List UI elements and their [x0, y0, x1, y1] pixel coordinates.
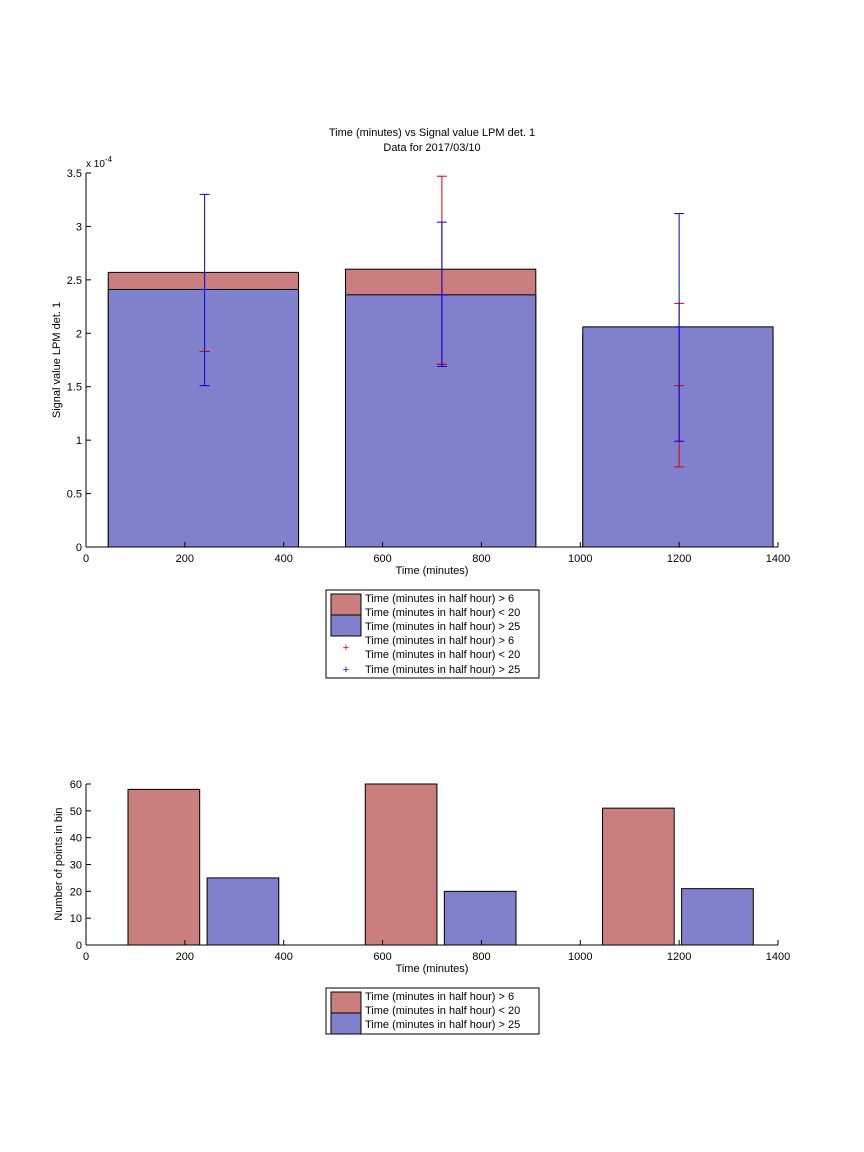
x-ticks: 0 200 400 600 800 1000 1200 1400: [83, 940, 790, 963]
x-tick-label: 600: [373, 553, 391, 565]
y-tick-label: 3.5: [67, 168, 82, 180]
legend-label: Time (minutes in half hour) > 25: [365, 621, 520, 633]
y-tick-label: 0: [76, 940, 82, 952]
y-multiplier: x 10-4: [86, 155, 113, 170]
legend-marker-blue: +: [343, 664, 349, 676]
bar-red: [364, 783, 438, 946]
x-axis-label: Time (minutes): [396, 565, 469, 577]
legend-label: Time (minutes in half hour) < 20: [365, 607, 520, 619]
bar-blue: [443, 890, 517, 946]
y-tick-label: 20: [70, 886, 82, 898]
signal-legend: Time (minutes in half hour) > 6 Time (mi…: [325, 589, 540, 679]
errorbar-blue: [436, 221, 447, 367]
legend-label: Time (minutes in half hour) < 20: [365, 649, 520, 661]
x-tick-label: 1400: [766, 553, 790, 565]
y-tick-label: 50: [70, 806, 82, 818]
x-ticks: 0 200 400 600 800 1000 1200 1400: [83, 542, 790, 565]
legend-marker-red: +: [343, 642, 349, 654]
y-tick-label: 3: [76, 221, 82, 233]
y-axis-label: Signal value LPM det. 1: [51, 302, 63, 418]
y-tick-label: 0: [76, 542, 82, 554]
signal-chart: Time (minutes) vs Signal value LPM det. …: [51, 127, 790, 577]
legend-label: Time (minutes in half hour) > 6: [365, 635, 514, 647]
y-tick-label: 2.5: [67, 275, 82, 287]
bar-red: [127, 788, 201, 946]
count-legend: Time (minutes in half hour) > 6 Time (mi…: [325, 987, 540, 1035]
bar-blue: [345, 294, 537, 548]
y-tick-label: 1.5: [67, 382, 82, 394]
x-tick-label: 400: [275, 553, 293, 565]
bar-red: [602, 807, 675, 946]
y-ticks: 0 0.5 1 1.5 2 2.5 3 3.5: [67, 168, 91, 554]
legend-label: Time (minutes in half hour) > 25: [365, 664, 520, 676]
chart-subtitle: Data for 2017/03/10: [383, 142, 480, 154]
bar-layer: [107, 268, 774, 548]
x-tick-label: 1200: [667, 951, 691, 963]
y-tick-label: 40: [70, 833, 82, 845]
x-tick-label: 800: [472, 951, 490, 963]
x-tick-label: 0: [83, 951, 89, 963]
legend-label: Time (minutes in half hour) < 20: [365, 1005, 520, 1017]
y-tick-label: 0.5: [67, 489, 82, 501]
legend-label: Time (minutes in half hour) > 25: [365, 1019, 520, 1031]
errorbar-blue: [199, 193, 210, 387]
y-multiplier-exp: -4: [105, 155, 113, 164]
x-tick-label: 600: [373, 951, 391, 963]
legend-label: Time (minutes in half hour) > 6: [365, 593, 514, 605]
x-tick-label: 0: [83, 553, 89, 565]
x-axis-label: Time (minutes): [396, 963, 469, 975]
x-tick-label: 1400: [766, 951, 790, 963]
errorbar-blue: [674, 213, 685, 442]
y-tick-label: 60: [70, 779, 82, 791]
y-ticks: 0 10 20 30 40 50 60: [70, 779, 91, 952]
legend-swatch-blue: [330, 614, 362, 637]
count-chart: 0 200 400 600 800 1000 1200 1400 0102030405060 …: [53, 779, 790, 975]
chart-title: Time (minutes) vs Signal value LPM det. …: [329, 127, 535, 139]
axes: [85, 173, 778, 548]
y-multiplier-base: x 10: [86, 159, 105, 170]
x-tick-label: 1000: [568, 951, 592, 963]
legend-swatch-blue: [330, 1012, 362, 1035]
bar-blue: [582, 326, 774, 548]
y-tick-label: 10: [70, 913, 82, 925]
x-tick-label: 1000: [568, 553, 592, 565]
bar-layer: [127, 783, 754, 946]
y-tick-label: 30: [70, 860, 82, 872]
errorbar-layer: [199, 175, 685, 468]
x-tick-label: 200: [176, 553, 194, 565]
bar-blue: [107, 288, 300, 548]
y-tick-label: 2: [76, 328, 82, 340]
legend-label: Time (minutes in half hour) > 6: [365, 991, 514, 1003]
legend-swatch-red: [330, 593, 362, 616]
y-tick-label: 1: [76, 435, 82, 447]
bar-blue: [206, 877, 280, 946]
x-tick-label: 1200: [667, 553, 691, 565]
x-tick-label: 800: [472, 553, 490, 565]
y-axis-label: Number of points in bin: [53, 807, 65, 920]
x-tick-label: 400: [275, 951, 293, 963]
bar-blue: [681, 888, 754, 946]
legend-swatch-red: [330, 991, 362, 1014]
x-tick-label: 200: [176, 951, 194, 963]
